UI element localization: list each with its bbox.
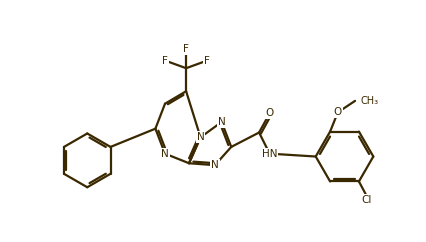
Text: N: N xyxy=(197,132,204,142)
Text: O: O xyxy=(334,107,342,117)
Text: HN: HN xyxy=(262,149,277,159)
Text: F: F xyxy=(204,55,210,66)
Text: O: O xyxy=(265,108,274,118)
Text: CH₃: CH₃ xyxy=(361,96,379,106)
Text: N: N xyxy=(211,160,219,170)
Text: N: N xyxy=(218,117,225,127)
Text: F: F xyxy=(162,55,168,66)
Text: F: F xyxy=(183,44,189,54)
Text: Cl: Cl xyxy=(361,195,372,205)
Text: N: N xyxy=(161,149,169,159)
